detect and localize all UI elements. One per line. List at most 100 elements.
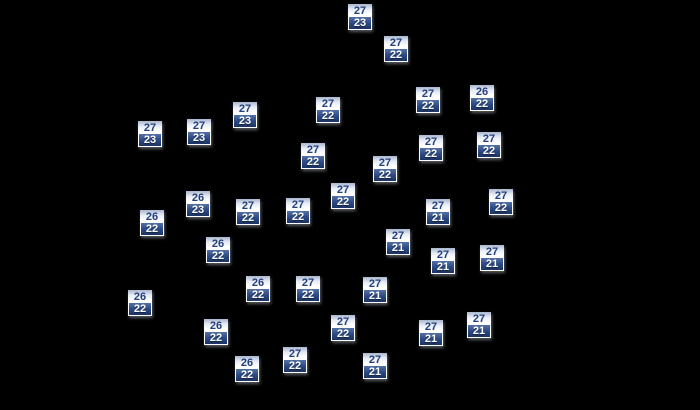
high-temp: 27 bbox=[316, 97, 340, 110]
high-temp: 27 bbox=[301, 143, 325, 156]
high-temp: 27 bbox=[419, 320, 443, 333]
temp-marker[interactable]: 27 23 bbox=[233, 102, 257, 128]
temp-marker[interactable]: 26 23 bbox=[186, 191, 210, 217]
high-temp: 26 bbox=[470, 85, 494, 98]
temp-marker[interactable]: 27 22 bbox=[301, 143, 325, 169]
low-temp: 22 bbox=[141, 223, 163, 235]
low-temp: 22 bbox=[129, 303, 151, 315]
temp-marker[interactable]: 27 22 bbox=[316, 97, 340, 123]
temp-marker[interactable]: 27 23 bbox=[348, 4, 372, 30]
low-temp: 21 bbox=[432, 261, 454, 273]
high-temp: 27 bbox=[331, 183, 355, 196]
high-temp: 27 bbox=[233, 102, 257, 115]
high-temp: 27 bbox=[467, 312, 491, 325]
low-temp: 21 bbox=[481, 258, 503, 270]
low-temp: 22 bbox=[471, 98, 493, 110]
low-temp: 23 bbox=[139, 134, 161, 146]
high-temp: 27 bbox=[363, 353, 387, 366]
low-temp: 23 bbox=[349, 17, 371, 29]
low-temp: 21 bbox=[427, 212, 449, 224]
temp-marker[interactable]: 27 21 bbox=[431, 248, 455, 274]
high-temp: 27 bbox=[286, 198, 310, 211]
low-temp: 21 bbox=[364, 366, 386, 378]
temp-marker[interactable]: 27 22 bbox=[373, 156, 397, 182]
high-temp: 27 bbox=[489, 189, 513, 202]
high-temp: 27 bbox=[363, 277, 387, 290]
low-temp: 22 bbox=[490, 202, 512, 214]
high-temp: 27 bbox=[138, 121, 162, 134]
temp-marker[interactable]: 27 22 bbox=[331, 315, 355, 341]
temp-marker[interactable]: 27 21 bbox=[363, 277, 387, 303]
high-temp: 27 bbox=[419, 135, 443, 148]
temp-marker[interactable]: 26 22 bbox=[470, 85, 494, 111]
high-temp: 27 bbox=[331, 315, 355, 328]
low-temp: 21 bbox=[364, 290, 386, 302]
low-temp: 22 bbox=[287, 211, 309, 223]
low-temp: 21 bbox=[468, 325, 490, 337]
temp-marker[interactable]: 27 21 bbox=[363, 353, 387, 379]
low-temp: 21 bbox=[387, 242, 409, 254]
low-temp: 22 bbox=[385, 49, 407, 61]
temp-marker[interactable]: 27 21 bbox=[419, 320, 443, 346]
low-temp: 23 bbox=[234, 115, 256, 127]
low-temp: 22 bbox=[284, 360, 306, 372]
temp-marker[interactable]: 27 22 bbox=[286, 198, 310, 224]
low-temp: 22 bbox=[205, 332, 227, 344]
temp-marker[interactable]: 27 22 bbox=[419, 135, 443, 161]
high-temp: 27 bbox=[283, 347, 307, 360]
temp-marker[interactable]: 26 22 bbox=[204, 319, 228, 345]
high-temp: 27 bbox=[480, 245, 504, 258]
low-temp: 22 bbox=[237, 212, 259, 224]
low-temp: 22 bbox=[417, 100, 439, 112]
high-temp: 27 bbox=[477, 132, 501, 145]
high-temp: 26 bbox=[186, 191, 210, 204]
high-temp: 27 bbox=[236, 199, 260, 212]
low-temp: 22 bbox=[297, 289, 319, 301]
low-temp: 23 bbox=[187, 204, 209, 216]
high-temp: 27 bbox=[416, 87, 440, 100]
temp-marker[interactable]: 26 22 bbox=[246, 276, 270, 302]
temp-marker[interactable]: 26 22 bbox=[128, 290, 152, 316]
temp-marker[interactable]: 27 22 bbox=[283, 347, 307, 373]
low-temp: 22 bbox=[207, 250, 229, 262]
high-temp: 27 bbox=[431, 248, 455, 261]
high-temp: 27 bbox=[373, 156, 397, 169]
low-temp: 22 bbox=[478, 145, 500, 157]
temp-marker[interactable]: 27 23 bbox=[138, 121, 162, 147]
temp-marker[interactable]: 26 22 bbox=[206, 237, 230, 263]
high-temp: 27 bbox=[187, 119, 211, 132]
temp-marker[interactable]: 27 22 bbox=[296, 276, 320, 302]
temp-marker[interactable]: 27 22 bbox=[477, 132, 501, 158]
high-temp: 26 bbox=[206, 237, 230, 250]
high-temp: 27 bbox=[386, 229, 410, 242]
temp-marker[interactable]: 27 21 bbox=[467, 312, 491, 338]
high-temp: 27 bbox=[384, 36, 408, 49]
high-temp: 27 bbox=[296, 276, 320, 289]
low-temp: 22 bbox=[302, 156, 324, 168]
low-temp: 22 bbox=[420, 148, 442, 160]
temp-marker[interactable]: 27 23 bbox=[187, 119, 211, 145]
temp-marker[interactable]: 27 22 bbox=[384, 36, 408, 62]
high-temp: 26 bbox=[246, 276, 270, 289]
low-temp: 22 bbox=[236, 369, 258, 381]
temp-marker[interactable]: 27 21 bbox=[480, 245, 504, 271]
high-temp: 27 bbox=[426, 199, 450, 212]
temp-marker[interactable]: 26 22 bbox=[140, 210, 164, 236]
temp-marker[interactable]: 27 22 bbox=[236, 199, 260, 225]
temp-marker[interactable]: 27 22 bbox=[331, 183, 355, 209]
high-temp: 26 bbox=[128, 290, 152, 303]
temp-marker[interactable]: 27 22 bbox=[416, 87, 440, 113]
low-temp: 22 bbox=[332, 196, 354, 208]
low-temp: 22 bbox=[332, 328, 354, 340]
low-temp: 22 bbox=[374, 169, 396, 181]
low-temp: 21 bbox=[420, 333, 442, 345]
temp-marker[interactable]: 27 22 bbox=[489, 189, 513, 215]
low-temp: 22 bbox=[247, 289, 269, 301]
high-temp: 26 bbox=[204, 319, 228, 332]
low-temp: 23 bbox=[188, 132, 210, 144]
temp-marker[interactable]: 27 21 bbox=[386, 229, 410, 255]
temp-marker[interactable]: 27 21 bbox=[426, 199, 450, 225]
high-temp: 26 bbox=[235, 356, 259, 369]
temp-marker[interactable]: 26 22 bbox=[235, 356, 259, 382]
